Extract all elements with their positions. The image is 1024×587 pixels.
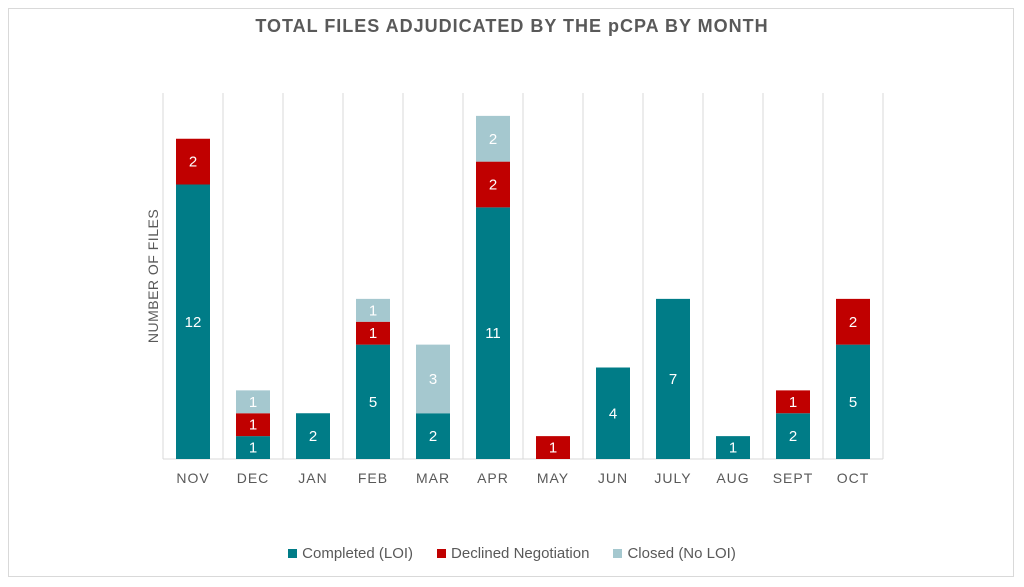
- data-label: 12: [185, 314, 202, 331]
- bar-nov-series-0: [176, 184, 210, 459]
- data-label: 5: [849, 394, 857, 411]
- legend-swatch: [613, 549, 623, 558]
- bar-mar-series-2: [416, 344, 450, 414]
- legend-label: Completed (LOI): [302, 545, 414, 562]
- legend-swatch: [437, 549, 447, 558]
- bar-sept-series-1: [776, 390, 810, 414]
- x-tick-label: APR: [477, 470, 509, 486]
- x-tick-label: JAN: [298, 470, 327, 486]
- data-label: 1: [249, 440, 257, 457]
- bar-mar-series-0: [416, 413, 450, 459]
- data-label: 2: [789, 428, 797, 445]
- legend-item: Declined Negotiation: [437, 545, 589, 562]
- bar-dec-series-2: [236, 390, 270, 414]
- data-label: 1: [789, 394, 797, 411]
- bar-feb-series-2: [356, 298, 390, 322]
- legend: Completed (LOI) Declined Negotiation Close…: [0, 545, 1024, 562]
- bar-may-series-1: [536, 436, 570, 459]
- x-tick-label: DEC: [237, 470, 270, 486]
- bar-sept-series-0: [776, 413, 810, 459]
- bar-dec-series-0: [236, 436, 270, 459]
- data-label: 2: [489, 177, 497, 194]
- legend-swatch: [288, 549, 298, 558]
- x-tick-label: OCT: [837, 470, 870, 486]
- legend-item: Completed (LOI): [288, 545, 413, 562]
- data-label: 7: [669, 371, 677, 388]
- bar-feb-series-0: [356, 344, 390, 459]
- chart-frame: [8, 8, 1014, 577]
- bar-nov-series-1: [176, 138, 210, 185]
- legend-label: Declined Negotiation: [451, 545, 590, 562]
- bar-apr-series-1: [476, 161, 510, 208]
- x-tick-label: FEB: [358, 470, 388, 486]
- bar-aug-series-0: [716, 436, 750, 459]
- bar-jan-series-0: [296, 413, 330, 459]
- x-tick-label: MAY: [537, 470, 569, 486]
- data-label: 2: [309, 428, 317, 445]
- x-tick-label: NOV: [176, 470, 209, 486]
- legend-item: Closed (No LOI): [613, 545, 736, 562]
- chart-title: TOTAL FILES ADJUDICATED BY THE pCPA BY M…: [255, 16, 769, 36]
- data-label: 1: [729, 440, 737, 457]
- x-tick-label: JULY: [654, 470, 691, 486]
- bar-dec-series-1: [236, 413, 270, 437]
- data-label: 2: [849, 314, 857, 331]
- x-tick-label: JUN: [598, 470, 628, 486]
- data-label: 3: [429, 371, 437, 388]
- data-label: 1: [249, 417, 257, 434]
- data-label: 1: [549, 440, 557, 457]
- x-tick-label: AUG: [716, 470, 749, 486]
- data-label: 4: [609, 405, 617, 422]
- data-label: 2: [429, 428, 437, 445]
- bar-apr-series-0: [476, 207, 510, 459]
- data-label: 1: [369, 302, 377, 319]
- data-label: 2: [489, 131, 497, 148]
- data-label: 1: [369, 325, 377, 342]
- data-label: 1: [249, 394, 257, 411]
- bar-oct-series-1: [836, 298, 870, 345]
- bar-jun-series-0: [596, 367, 630, 459]
- bar-apr-series-2: [476, 115, 510, 162]
- data-label: 5: [369, 394, 377, 411]
- x-tick-label: SEPT: [773, 470, 814, 486]
- bar-oct-series-0: [836, 344, 870, 459]
- x-tick-label: MAR: [416, 470, 450, 486]
- bar-july-series-0: [656, 298, 690, 459]
- legend-label: Closed (No LOI): [627, 545, 736, 562]
- data-label: 2: [189, 154, 197, 171]
- y-axis-label: NUMBER OF FILES: [145, 209, 161, 343]
- bar-feb-series-1: [356, 321, 390, 345]
- data-label: 11: [485, 325, 501, 342]
